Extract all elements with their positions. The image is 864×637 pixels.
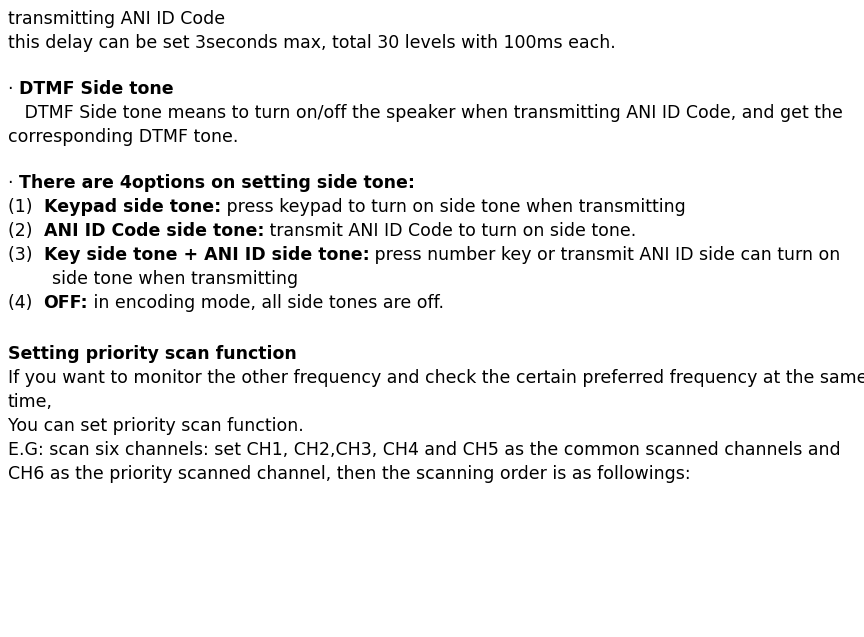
Text: transmitting ANI ID Code: transmitting ANI ID Code <box>8 10 226 28</box>
Text: side tone when transmitting: side tone when transmitting <box>8 270 298 288</box>
Text: time,: time, <box>8 393 53 411</box>
Text: ·: · <box>8 174 19 192</box>
Text: CH6 as the priority scanned channel, then the scanning order is as followings:: CH6 as the priority scanned channel, the… <box>8 465 690 483</box>
Text: E.G: scan six channels: set CH1, CH2,CH3, CH4 and CH5 as the common scanned chan: E.G: scan six channels: set CH1, CH2,CH3… <box>8 441 841 459</box>
Text: Key side tone + ANI ID side tone:: Key side tone + ANI ID side tone: <box>43 246 369 264</box>
Text: OFF:: OFF: <box>43 294 88 312</box>
Text: DTMF Side tone means to turn on/off the speaker when transmitting ANI ID Code, a: DTMF Side tone means to turn on/off the … <box>8 104 843 122</box>
Text: this delay can be set 3seconds max, total 30 levels with 100ms each.: this delay can be set 3seconds max, tota… <box>8 34 616 52</box>
Text: (4): (4) <box>8 294 43 312</box>
Text: There are 4options on setting side tone:: There are 4options on setting side tone: <box>19 174 415 192</box>
Text: (2): (2) <box>8 222 43 240</box>
Text: You can set priority scan function.: You can set priority scan function. <box>8 417 304 435</box>
Text: Setting priority scan function: Setting priority scan function <box>8 345 296 363</box>
Text: (3): (3) <box>8 246 43 264</box>
Text: press keypad to turn on side tone when transmitting: press keypad to turn on side tone when t… <box>220 198 685 216</box>
Text: ANI ID Code side tone:: ANI ID Code side tone: <box>43 222 264 240</box>
Text: DTMF Side tone: DTMF Side tone <box>19 80 174 98</box>
Text: press number key or transmit ANI ID side can turn on: press number key or transmit ANI ID side… <box>369 246 841 264</box>
Text: corresponding DTMF tone.: corresponding DTMF tone. <box>8 128 238 146</box>
Text: in encoding mode, all side tones are off.: in encoding mode, all side tones are off… <box>88 294 444 312</box>
Text: transmit ANI ID Code to turn on side tone.: transmit ANI ID Code to turn on side ton… <box>264 222 636 240</box>
Text: If you want to monitor the other frequency and check the certain preferred frequ: If you want to monitor the other frequen… <box>8 369 864 387</box>
Text: (1): (1) <box>8 198 43 216</box>
Text: ·: · <box>8 80 19 98</box>
Text: Keypad side tone:: Keypad side tone: <box>43 198 220 216</box>
